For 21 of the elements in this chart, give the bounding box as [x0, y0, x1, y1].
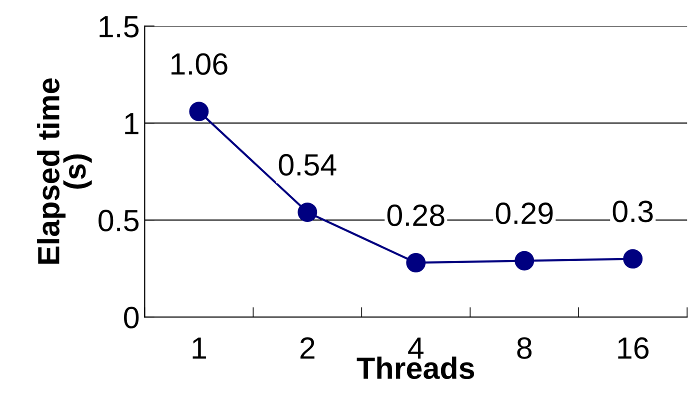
- y-tick-label: 1: [125, 113, 138, 134]
- point: [189, 102, 209, 122]
- x-axis-title: Threads: [356, 356, 474, 380]
- point: [514, 251, 534, 270]
- x-tick-label: 1: [192, 338, 206, 359]
- x-tick-label: 16: [618, 337, 649, 359]
- point: [298, 202, 318, 222]
- y-tick-label: 1.5: [100, 16, 139, 38]
- x-tick-label: 8: [517, 337, 532, 359]
- y-tick-label: 0: [124, 306, 139, 328]
- data-label: 1.06: [172, 53, 228, 75]
- point: [406, 252, 426, 272]
- y-axis-title: Elapsed time (s): [37, 78, 92, 264]
- data-label: 0.3: [612, 200, 653, 222]
- y-tick-label: 0.5: [98, 210, 139, 232]
- point: [623, 249, 643, 269]
- data-label: 0.28: [387, 204, 444, 226]
- data-label: 0.54: [278, 154, 336, 176]
- data-label: 0.29: [496, 202, 553, 224]
- x-tick-label: 4: [408, 338, 424, 359]
- x-tick-label: 2: [300, 337, 314, 359]
